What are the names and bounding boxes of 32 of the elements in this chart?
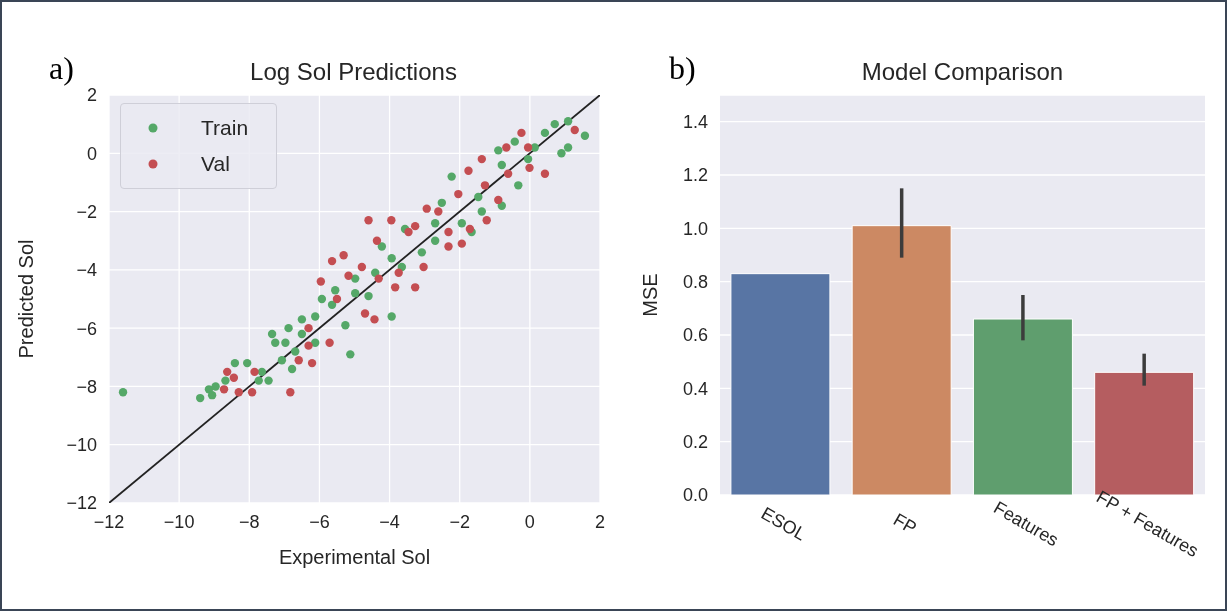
y-axis-title: Predicted Sol: [15, 239, 38, 359]
chart-title: Log Sol Predictions: [249, 58, 458, 86]
chart-title: Model Comparison: [860, 58, 1065, 86]
y-tick-label: 1.4: [682, 112, 708, 133]
x-tick-label: −4: [379, 511, 400, 532]
y-tick-label: −10: [66, 435, 97, 456]
x-tick-label: 2: [594, 511, 606, 532]
y-tick-label: −4: [76, 260, 97, 281]
y-tick-label: −8: [76, 376, 97, 397]
text: a): [49, 50, 74, 87]
y-tick-label: 0.2: [682, 432, 708, 453]
x-tick-label: −10: [163, 511, 195, 532]
y-tick-label: 2: [86, 85, 97, 106]
legend-label: Train: [201, 116, 249, 140]
legend-label: Val: [201, 152, 230, 176]
x-tick-label: FP: [889, 509, 920, 539]
x-tick-label: −8: [239, 511, 260, 532]
y-tick-label: 0.4: [682, 378, 708, 399]
y-tick-label: −2: [76, 201, 97, 222]
y-axis-title: MSE: [639, 273, 662, 317]
text: b): [669, 50, 696, 87]
y-tick-label: 0.8: [682, 272, 708, 293]
x-axis-title: Experimental Sol: [278, 546, 431, 568]
x-tick-label: −2: [449, 511, 470, 532]
y-tick-label: 0.0: [682, 485, 708, 506]
y-tick-label: 1.2: [682, 165, 708, 186]
x-tick-label: 0: [524, 511, 535, 532]
x-tick-label: −6: [309, 511, 330, 532]
y-tick-label: 1.0: [682, 218, 708, 239]
y-tick-label: −6: [76, 318, 97, 339]
y-tick-label: 0.6: [682, 325, 708, 346]
y-tick-label: 0: [86, 143, 97, 164]
